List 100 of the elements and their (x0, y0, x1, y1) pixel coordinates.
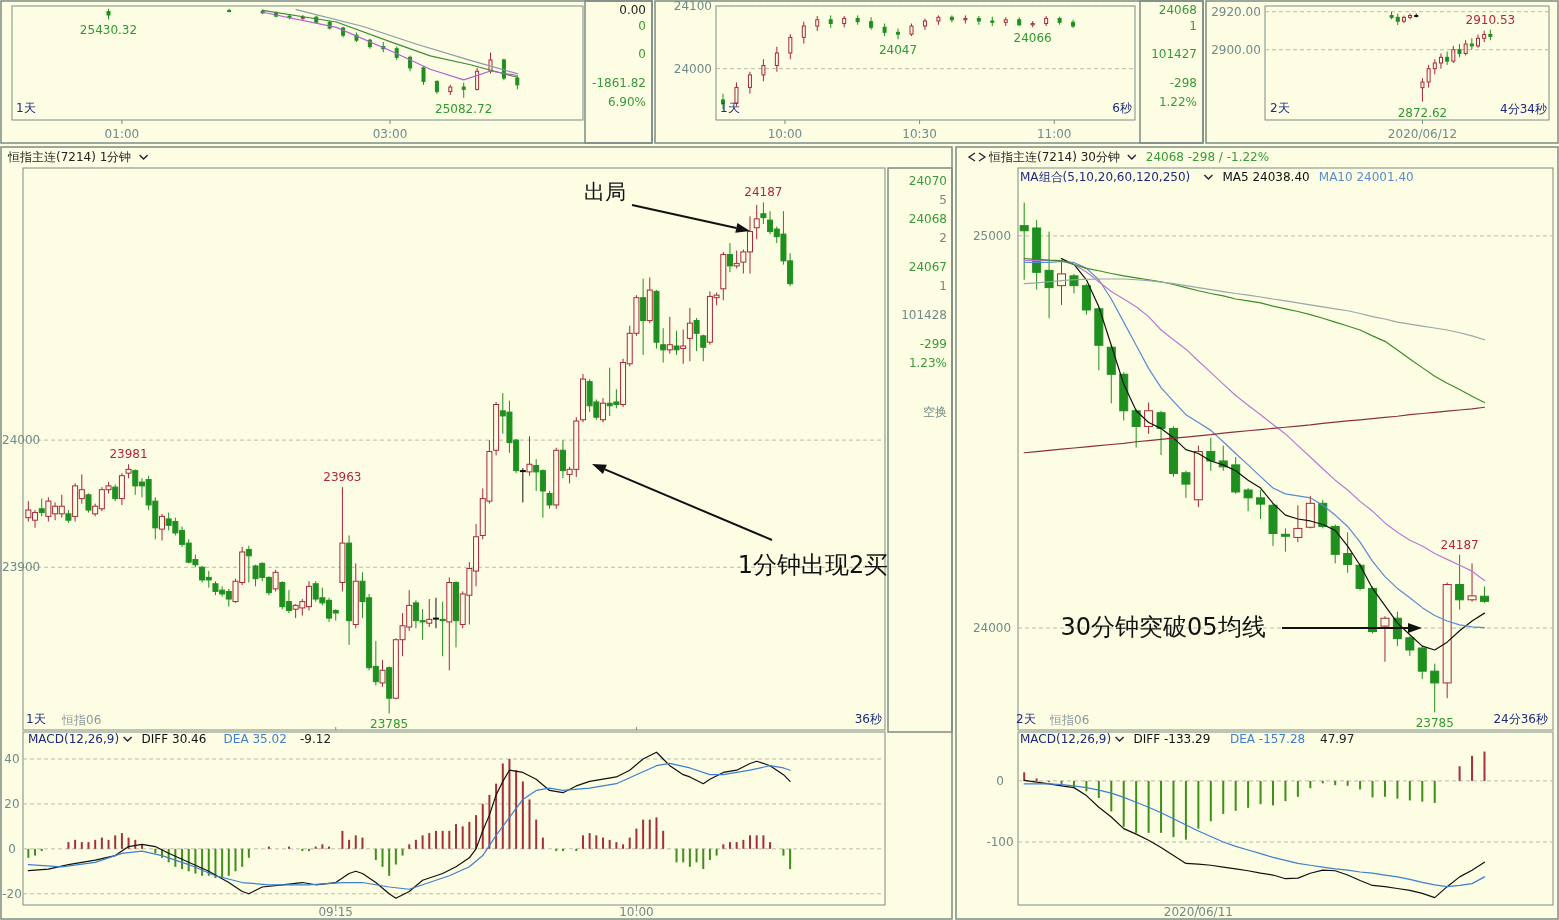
text: 0 (638, 47, 646, 61)
candlestick (1144, 402, 1154, 435)
bar (341, 830, 344, 849)
annotation: 24分36秒 (1493, 712, 1548, 726)
annotation: 2872.62 (1397, 105, 1448, 120)
bar (80, 842, 83, 849)
bar (214, 848, 217, 879)
text: 0.00 (619, 3, 646, 17)
bar (755, 835, 758, 849)
bar (695, 848, 698, 863)
bar (1247, 780, 1250, 808)
annotation: 25082.72 (435, 101, 493, 116)
bar (1371, 780, 1374, 798)
candlestick (1019, 202, 1029, 281)
candlestick (1355, 562, 1365, 591)
bar (1023, 772, 1026, 781)
bar (475, 815, 478, 849)
y-tick-label: 0 (8, 841, 16, 856)
bar (94, 839, 97, 849)
bar (1421, 780, 1424, 802)
candlestick (1181, 470, 1191, 499)
bar (461, 826, 464, 849)
candlestick (1243, 487, 1253, 512)
y-tick-label: -100 (986, 835, 1014, 850)
bar (1160, 780, 1163, 833)
bar (682, 848, 685, 863)
bar (1209, 780, 1212, 822)
bar (40, 848, 43, 852)
candlestick (680, 328, 687, 365)
bar (74, 839, 77, 849)
bar (394, 848, 397, 865)
line-series (1023, 258, 1486, 404)
y-tick-label: 24100 (673, 0, 712, 13)
annotation: 24187 (744, 185, 783, 200)
candlestick (666, 316, 673, 355)
text: 1.23% (908, 356, 947, 370)
bar (789, 848, 792, 870)
line-series (1023, 406, 1486, 454)
candlestick (1438, 53, 1443, 70)
text: 1天 (16, 101, 36, 115)
y-tick-label: -20 (2, 886, 22, 901)
bar (1433, 780, 1436, 803)
candlestick (1131, 408, 1141, 449)
text: 5 (939, 193, 947, 207)
bar (1296, 780, 1299, 797)
bar (742, 839, 745, 849)
bar (575, 848, 578, 852)
x-tick-label: 09:15 (318, 905, 354, 919)
text: 24070 (908, 174, 947, 188)
bar (1284, 780, 1287, 802)
bar (34, 848, 37, 856)
bar (1135, 780, 1138, 833)
bar (1122, 780, 1125, 827)
candlestick (1417, 645, 1427, 680)
bar (421, 835, 424, 849)
candlestick (949, 14, 954, 23)
text: 1 (939, 279, 947, 293)
candlestick (760, 201, 767, 225)
candlestick (1343, 531, 1353, 574)
bar (688, 848, 691, 867)
bar (301, 848, 304, 852)
y-tick-label: 20 (4, 796, 20, 811)
bar (114, 835, 117, 849)
bar (648, 819, 651, 849)
text: 24068 (908, 212, 947, 226)
bar (241, 848, 244, 867)
bar (374, 848, 377, 861)
text: 101427 (1151, 47, 1197, 61)
bar (247, 848, 250, 858)
x-tick-label: 11:00 (1036, 127, 1072, 141)
annotation: 1天 (720, 101, 740, 115)
bar (1458, 766, 1461, 781)
candlestick (426, 598, 433, 628)
bar (1396, 780, 1399, 799)
annotation: 2天 (1270, 101, 1290, 115)
x-tick-label: 10:00 (767, 127, 803, 141)
bar (488, 794, 491, 849)
candlestick (439, 601, 446, 657)
bar (515, 770, 518, 849)
bar (628, 837, 631, 849)
candlestick (1380, 615, 1390, 663)
bar (1035, 778, 1038, 781)
candlestick (1206, 437, 1216, 472)
bar (234, 848, 237, 872)
chart-title: 恒指主连(7214) 1分钟 (7, 150, 132, 164)
bar (127, 837, 130, 849)
bar (1483, 751, 1486, 781)
candlestick (640, 278, 647, 356)
candlestick (1467, 562, 1477, 603)
annotation: 24047 (878, 43, 918, 58)
bar (602, 837, 605, 849)
text: -299 (919, 337, 947, 351)
bar (441, 830, 444, 849)
text: DIFF -133.29 (1133, 732, 1211, 746)
text: 0 (638, 19, 646, 33)
bar (408, 844, 411, 849)
y-tick-label: 2920.00 (1211, 4, 1261, 19)
candlestick (1256, 489, 1266, 520)
bar (782, 848, 785, 856)
annotation: 24066 (1013, 31, 1052, 46)
